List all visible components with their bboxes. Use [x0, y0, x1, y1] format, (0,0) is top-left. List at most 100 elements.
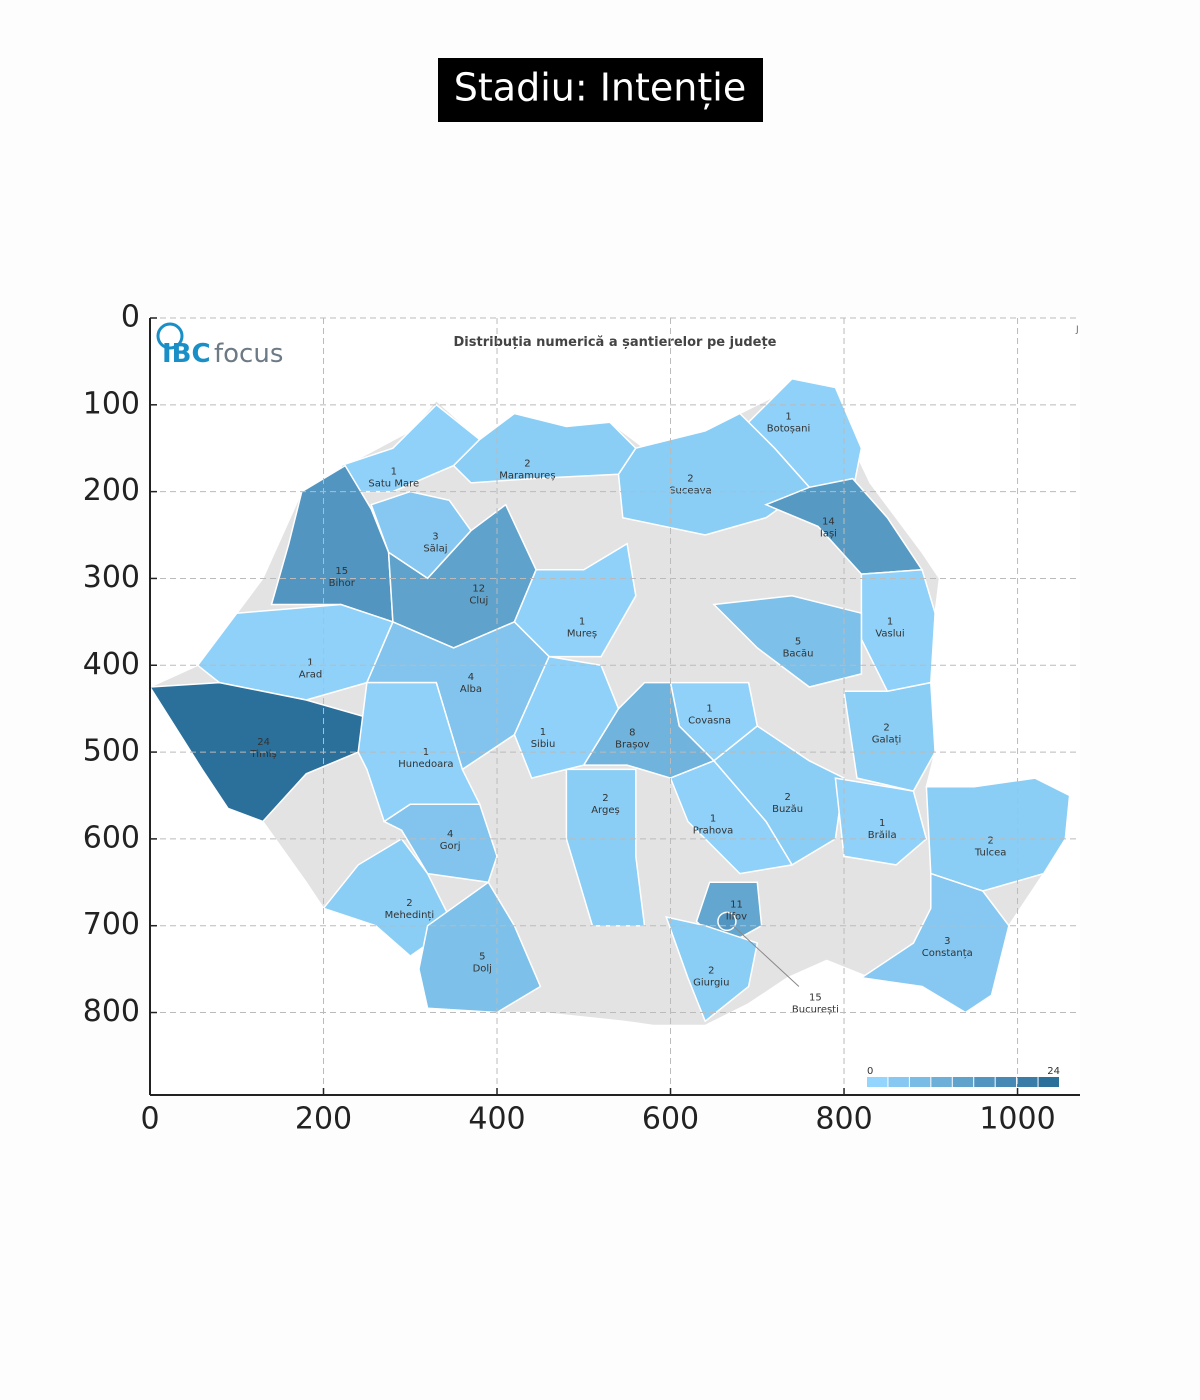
county-name: Maramureș	[499, 471, 555, 482]
county-name: Covasna	[688, 715, 731, 726]
county-value: 1	[710, 814, 716, 825]
county-value: 8	[629, 728, 635, 739]
county-value: 14	[822, 517, 835, 528]
y-tick-label: 0	[121, 300, 140, 335]
county-name: Galați	[872, 734, 901, 745]
county-name: Mureș	[567, 629, 597, 640]
legend-swatch	[888, 1077, 909, 1087]
county-value: 1	[706, 703, 712, 714]
y-tick-label: 500	[83, 734, 140, 769]
legend-swatch	[909, 1077, 931, 1087]
county-name: Constanța	[922, 948, 973, 959]
county-area	[712, 595, 863, 688]
county-name: București	[792, 1004, 839, 1015]
county-value: 1	[887, 617, 893, 628]
county-value: 24	[257, 737, 270, 748]
county-name: Sibiu	[531, 739, 556, 750]
county-value: 12	[472, 584, 485, 595]
county-value: 2	[784, 792, 790, 803]
logo-icon	[156, 322, 184, 350]
county-area	[764, 477, 924, 575]
county-value: 1	[307, 657, 313, 668]
county-value: 2	[524, 459, 530, 470]
county-value: 4	[468, 672, 474, 683]
county-name: Botoșani	[767, 424, 810, 435]
county-name: Gorj	[440, 841, 461, 852]
county-value: 3	[944, 936, 950, 947]
county-name: Sălaj	[423, 543, 447, 554]
county-name: Ilfov	[726, 912, 747, 923]
county-area	[148, 681, 368, 823]
county-value: 3	[432, 531, 438, 542]
x-tick-label: 0	[140, 1102, 159, 1137]
county-name: Vaslui	[875, 629, 904, 640]
y-tick-label: 100	[83, 386, 140, 421]
legend-swatch	[931, 1077, 952, 1087]
y-tick-label: 400	[83, 647, 140, 682]
county-value: 1	[879, 818, 885, 829]
county-name: Bihor	[329, 578, 356, 589]
overlay: 0 200 400 600 800 1000 0 100 200 300 400 500 600 700 8…	[83, 300, 1080, 1137]
county-value: 5	[479, 952, 485, 963]
legend-swatch	[1017, 1077, 1038, 1087]
county-value: 2	[708, 966, 714, 977]
x-tick-label: 600	[642, 1102, 699, 1137]
y-tick-label: 800	[83, 994, 140, 1029]
county-name: Buzău	[772, 804, 803, 815]
county-value: 2	[687, 473, 693, 484]
y-tick-label: 700	[83, 907, 140, 942]
county-value: 4	[447, 829, 453, 840]
map-title: Distribuția numerică a șantierelor pe ju…	[454, 335, 777, 350]
county-value: 2	[406, 898, 412, 909]
legend-swatch	[867, 1077, 888, 1087]
logo-brand: IBC	[162, 339, 211, 369]
county-name: Iași	[820, 529, 837, 540]
county-name: Dolj	[473, 964, 492, 975]
county-area	[834, 777, 928, 866]
legend-max: 24	[1047, 1066, 1060, 1077]
county-value: 1	[391, 466, 397, 477]
county-name: Cluj	[469, 596, 488, 607]
y-tick-label: 200	[83, 473, 140, 508]
county-value: 1	[785, 412, 791, 423]
x-tick-label: 800	[815, 1102, 872, 1137]
county-area	[322, 837, 455, 958]
logo-product: focus	[214, 339, 283, 369]
county-area	[669, 759, 794, 875]
county-area	[452, 412, 637, 484]
corner-mark: J	[1075, 325, 1079, 335]
county-value: 2	[883, 722, 889, 733]
county-name: Brăila	[868, 830, 897, 841]
county-name: Hunedoara	[398, 759, 453, 770]
county-name: Bacău	[783, 649, 814, 660]
chart-title: Stadiu: Intenție	[454, 66, 746, 110]
county-value: 1	[540, 727, 546, 738]
county-name: Alba	[460, 684, 482, 695]
leader-line	[732, 925, 800, 987]
legend-min: 0	[867, 1066, 873, 1077]
county-value: 5	[795, 637, 801, 648]
county-value: 1	[579, 617, 585, 628]
county-name: Giurgiu	[693, 978, 729, 989]
county-value: 2	[602, 793, 608, 804]
legend-swatch	[974, 1077, 995, 1087]
legend-swatch	[952, 1077, 974, 1087]
county-area	[582, 681, 716, 779]
county-value: 15	[335, 566, 348, 577]
x-tick-label: 400	[468, 1102, 525, 1137]
county-area	[382, 803, 498, 884]
x-tick-label: 200	[295, 1102, 352, 1137]
county-name: Suceava	[669, 485, 712, 496]
county-name: Satu Mare	[368, 478, 419, 489]
county-value: 11	[730, 900, 743, 911]
county-area	[418, 881, 542, 1014]
title-box	[438, 58, 763, 122]
county-name: Argeș	[591, 805, 620, 816]
y-tick-label: 600	[83, 820, 140, 855]
legend-swatch	[995, 1077, 1017, 1087]
county-name: Timiș	[249, 749, 276, 760]
county-name: Arad	[299, 669, 322, 680]
county-name: Tulcea	[974, 847, 1006, 858]
